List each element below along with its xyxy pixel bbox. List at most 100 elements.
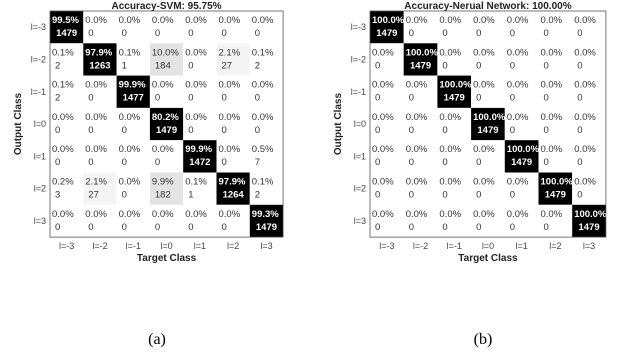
cell-count-label: 2 xyxy=(255,60,260,71)
cell-count-label: 0 xyxy=(88,93,93,104)
cell-percent-label: 0.0% xyxy=(52,112,74,123)
matrix-cell xyxy=(437,11,472,44)
matrix-cell xyxy=(249,43,284,76)
matrix-cell xyxy=(216,75,250,108)
cell-count-label: 0 xyxy=(409,28,414,39)
cell-count-label: 0 xyxy=(442,28,447,39)
y-tick-label: l=0 xyxy=(34,119,46,129)
x-tick-label: l=0 xyxy=(160,241,172,251)
chart-title: Accuracy-Nerual Network: 100.00% xyxy=(404,1,571,12)
cell-percent-label: 0.0% xyxy=(439,112,461,123)
cell-percent-label: 0.0% xyxy=(219,15,241,26)
matrix-cell xyxy=(437,43,472,76)
cell-percent-label: 0.0% xyxy=(439,209,461,220)
matrix-cell xyxy=(83,75,117,108)
cell-count-label: 1264 xyxy=(223,190,245,201)
matrix-cell xyxy=(149,172,184,205)
cell-percent-label: 100.0% xyxy=(541,177,574,188)
matrix-cell xyxy=(50,75,84,108)
cell-percent-label: 0.0% xyxy=(372,47,394,58)
matrix-cell xyxy=(116,172,150,205)
cell-percent-label: 99.5% xyxy=(52,15,79,26)
y-tick-label: l=-1 xyxy=(351,87,366,97)
cell-count-label: 1479 xyxy=(376,28,397,39)
cell-percent-label: 0.0% xyxy=(219,209,241,220)
cell-percent-label: 99.9% xyxy=(185,144,212,155)
matrix-cell xyxy=(216,43,250,76)
cell-percent-label: 0.0% xyxy=(541,209,563,220)
matrix-cell xyxy=(572,11,606,44)
cell-percent-label: 0.0% xyxy=(372,112,394,123)
cell-count-label: 0 xyxy=(88,125,93,136)
cell-percent-label: 0.0% xyxy=(372,144,394,155)
cell-percent-label: 100.0% xyxy=(372,15,405,26)
cell-percent-label: 0.0% xyxy=(85,209,107,220)
matrix-cell xyxy=(216,107,250,141)
cell-count-label: 0 xyxy=(222,222,227,233)
cell-percent-label: 0.0% xyxy=(507,112,529,123)
cell-count-label: 0 xyxy=(476,28,481,39)
cell-count-label: 184 xyxy=(155,60,171,71)
cell-count-label: 0 xyxy=(375,93,380,104)
cell-count-label: 0 xyxy=(188,93,193,104)
cell-count-label: 0 xyxy=(88,222,93,233)
matrix-cell xyxy=(50,11,84,44)
matrix-cell xyxy=(183,11,217,44)
cell-count-label: 7 xyxy=(255,157,260,168)
cell-count-label: 27 xyxy=(88,190,99,201)
cell-percent-label: 100.0% xyxy=(439,80,472,91)
cell-count-label: 182 xyxy=(155,190,171,201)
matrix-cell xyxy=(538,107,573,141)
cell-percent-label: 0.0% xyxy=(507,47,529,58)
cell-count-label: 0 xyxy=(577,157,582,168)
matrix-cell xyxy=(149,107,184,141)
cell-count-label: 0 xyxy=(255,28,260,39)
matrix-cell xyxy=(403,43,438,76)
cell-percent-label: 0.0% xyxy=(152,209,174,220)
cell-percent-label: 0.0% xyxy=(574,112,596,123)
matrix-cell xyxy=(437,140,472,173)
cell-count-label: 0 xyxy=(409,157,414,168)
cell-percent-label: 0.1% xyxy=(119,47,141,58)
cell-percent-label: 0.0% xyxy=(541,144,563,155)
cell-count-label: 2 xyxy=(55,60,60,71)
matrix-cell xyxy=(183,172,217,205)
matrix-cell xyxy=(216,140,250,173)
matrix-cell xyxy=(216,204,250,238)
cell-percent-label: 9.9% xyxy=(152,177,174,188)
matrix-cell xyxy=(249,204,284,238)
matrix-cell xyxy=(116,43,150,76)
cell-count-label: 0 xyxy=(442,190,447,201)
cell-percent-label: 97.9% xyxy=(85,47,112,58)
cell-percent-label: 0.0% xyxy=(372,209,394,220)
cell-count-label: 1479 xyxy=(477,125,498,136)
x-axis-title: Target Class xyxy=(458,253,518,264)
cell-percent-label: 0.0% xyxy=(507,209,529,220)
y-tick-label: l=2 xyxy=(34,184,46,194)
cell-percent-label: 0.0% xyxy=(574,80,596,91)
matrix-cell xyxy=(50,172,84,205)
cell-percent-label: 0.0% xyxy=(541,80,563,91)
matrix-cell xyxy=(437,75,472,108)
cell-percent-label: 0.0% xyxy=(406,80,428,91)
y-tick-label: l=3 xyxy=(354,216,366,226)
cell-percent-label: 0.0% xyxy=(574,15,596,26)
y-axis-title: Output Class xyxy=(13,93,24,156)
cell-count-label: 0 xyxy=(122,28,127,39)
cell-percent-label: 0.0% xyxy=(473,80,495,91)
cell-percent-label: 0.0% xyxy=(439,144,461,155)
cell-percent-label: 0.0% xyxy=(185,112,207,123)
cell-percent-label: 0.2% xyxy=(52,177,74,188)
matrix-cell xyxy=(504,43,539,76)
cell-percent-label: 97.9% xyxy=(219,177,246,188)
cell-percent-label: 0.0% xyxy=(439,47,461,58)
cell-count-label: 1 xyxy=(122,60,127,71)
cell-count-label: 0 xyxy=(222,125,227,136)
matrix-cell xyxy=(149,75,184,108)
cell-count-label: 0 xyxy=(442,222,447,233)
cell-count-label: 0 xyxy=(122,222,127,233)
cell-percent-label: 0.0% xyxy=(406,15,428,26)
matrix-cell xyxy=(471,43,505,76)
cell-count-label: 0 xyxy=(577,190,582,201)
